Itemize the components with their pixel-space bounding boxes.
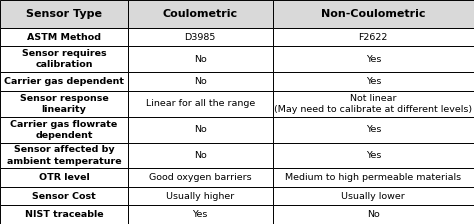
Bar xyxy=(128,187,273,205)
Bar xyxy=(273,0,474,28)
Text: Usually lower: Usually lower xyxy=(341,192,405,201)
Bar xyxy=(273,28,474,46)
Bar xyxy=(0,72,128,91)
Text: Yes: Yes xyxy=(365,125,381,134)
Bar xyxy=(273,117,474,142)
Text: No: No xyxy=(367,210,380,219)
Text: D3985: D3985 xyxy=(184,32,216,41)
Bar xyxy=(0,168,128,187)
Text: ASTM Method: ASTM Method xyxy=(27,32,101,41)
Bar xyxy=(0,142,128,168)
Text: Sensor Type: Sensor Type xyxy=(26,9,102,19)
Text: Sensor response
linearity: Sensor response linearity xyxy=(19,94,109,114)
Bar xyxy=(0,91,128,117)
Text: NIST traceable: NIST traceable xyxy=(25,210,103,219)
Bar xyxy=(128,91,273,117)
Bar xyxy=(273,142,474,168)
Text: Usually higher: Usually higher xyxy=(166,192,234,201)
Text: Carrier gas dependent: Carrier gas dependent xyxy=(4,77,124,86)
Bar xyxy=(128,205,273,224)
Text: Non-Coulometric: Non-Coulometric xyxy=(321,9,426,19)
Bar xyxy=(128,0,273,28)
Bar xyxy=(0,205,128,224)
Bar xyxy=(0,46,128,72)
Text: Sensor affected by
ambient temperature: Sensor affected by ambient temperature xyxy=(7,145,121,166)
Text: No: No xyxy=(194,125,207,134)
Text: Yes: Yes xyxy=(365,55,381,64)
Text: Yes: Yes xyxy=(365,151,381,160)
Bar xyxy=(128,72,273,91)
Text: Sensor Cost: Sensor Cost xyxy=(32,192,96,201)
Bar xyxy=(128,168,273,187)
Text: Good oxygen barriers: Good oxygen barriers xyxy=(149,173,252,182)
Text: No: No xyxy=(194,55,207,64)
Bar xyxy=(0,0,128,28)
Bar xyxy=(128,117,273,142)
Text: F2622: F2622 xyxy=(359,32,388,41)
Text: Medium to high permeable materials: Medium to high permeable materials xyxy=(285,173,461,182)
Bar xyxy=(273,72,474,91)
Bar xyxy=(128,46,273,72)
Text: No: No xyxy=(194,77,207,86)
Text: Yes: Yes xyxy=(365,77,381,86)
Bar xyxy=(128,28,273,46)
Bar xyxy=(273,91,474,117)
Bar xyxy=(273,187,474,205)
Bar xyxy=(128,142,273,168)
Text: Not linear
(May need to calibrate at different levels): Not linear (May need to calibrate at dif… xyxy=(274,94,472,114)
Text: Carrier gas flowrate
dependent: Carrier gas flowrate dependent xyxy=(10,120,118,140)
Text: Yes: Yes xyxy=(192,210,208,219)
Text: OTR level: OTR level xyxy=(38,173,90,182)
Bar xyxy=(0,28,128,46)
Text: Coulometric: Coulometric xyxy=(163,9,238,19)
Text: No: No xyxy=(194,151,207,160)
Bar xyxy=(273,168,474,187)
Bar xyxy=(273,205,474,224)
Bar xyxy=(273,46,474,72)
Bar xyxy=(0,187,128,205)
Text: Sensor requires
calibration: Sensor requires calibration xyxy=(22,49,106,69)
Text: Linear for all the range: Linear for all the range xyxy=(146,99,255,108)
Bar xyxy=(0,117,128,142)
